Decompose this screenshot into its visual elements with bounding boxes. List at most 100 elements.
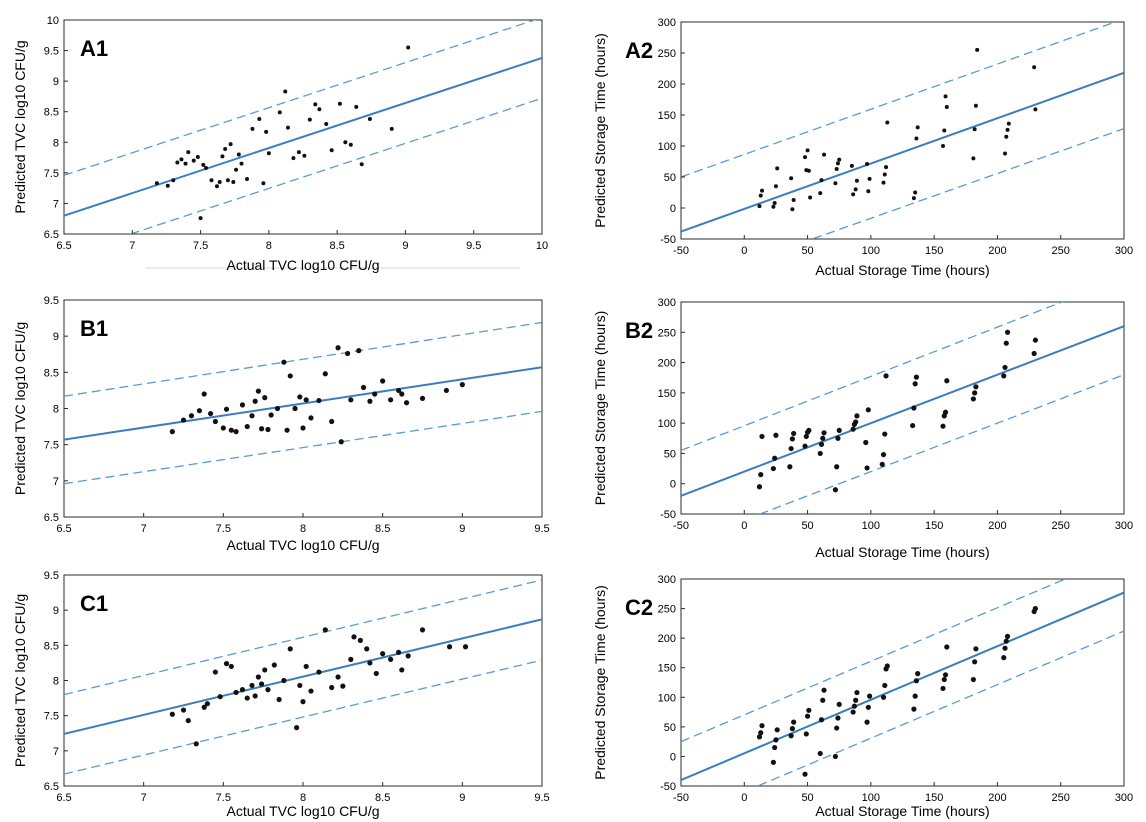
x-tick-label: -50 <box>673 245 689 257</box>
data-point <box>818 717 825 723</box>
x-tick-label: 9.5 <box>534 523 549 535</box>
data-point <box>179 157 184 162</box>
data-point <box>264 129 269 134</box>
data-point <box>806 427 812 434</box>
upper-prediction-bound <box>681 579 1067 743</box>
data-point <box>233 429 239 435</box>
x-tick-label: 0 <box>741 245 747 257</box>
data-point <box>803 155 808 160</box>
data-point <box>220 425 226 431</box>
y-tick-label: 9 <box>53 76 59 88</box>
data-point <box>198 216 203 221</box>
chart-panel-c2: -50 0 50 100 150 200 250 300 -50 0 50 100 150 200 250 3… <box>592 574 1133 819</box>
data-point <box>380 651 386 657</box>
data-point <box>1004 134 1009 139</box>
data-point <box>324 121 329 126</box>
data-point <box>287 373 293 379</box>
chart-panel-b2: -50 0 50 100 150 200 250 300 -50 0 50 100 150 200 250 3… <box>592 297 1133 560</box>
x-axis-title: Actual Storage Time (hours) <box>815 544 989 560</box>
x-axis-title: Actual TVC log10 CFU/g <box>226 803 379 819</box>
data-point <box>1032 337 1038 343</box>
data-point <box>175 160 180 165</box>
data-point <box>885 120 890 125</box>
x-tick-label: 200 <box>988 520 1006 532</box>
plot-frame <box>680 301 1125 515</box>
data-point <box>834 725 840 731</box>
panel-label: B1 <box>80 316 108 341</box>
x-tick-label: 10 <box>536 240 548 252</box>
data-point <box>912 693 918 699</box>
data-point <box>972 127 977 132</box>
data-point <box>804 713 811 719</box>
x-axis-title: Actual Storage Time (hours) <box>815 262 989 278</box>
data-point <box>836 427 842 434</box>
data-point <box>1006 121 1011 126</box>
data-point <box>832 753 839 760</box>
y-tick-label: 8.5 <box>44 107 59 119</box>
plot-area <box>64 579 542 775</box>
upper-prediction-bound <box>64 321 542 397</box>
x-tick-label: 8 <box>266 240 272 252</box>
data-point <box>201 391 207 397</box>
upper-prediction-bound <box>64 20 537 176</box>
data-point <box>805 148 810 153</box>
y-tick-label: -50 <box>660 509 676 521</box>
data-point <box>773 184 778 189</box>
data-point <box>1005 127 1010 132</box>
y-tick-label: 200 <box>658 358 676 370</box>
data-point <box>911 706 917 712</box>
data-point <box>245 176 250 181</box>
data-point <box>287 646 293 652</box>
data-point <box>973 384 979 390</box>
data-point <box>944 644 950 650</box>
data-point <box>252 693 258 699</box>
data-point <box>944 104 949 109</box>
data-point <box>789 436 795 442</box>
data-point <box>396 649 402 655</box>
data-point <box>758 193 763 198</box>
data-point <box>884 165 889 170</box>
y-tick-label: -50 <box>660 781 676 793</box>
x-tick-label: 9.5 <box>466 240 481 252</box>
x-tick-label: 50 <box>801 245 813 257</box>
data-point <box>882 682 888 689</box>
data-point <box>283 89 288 94</box>
data-point <box>357 637 363 644</box>
data-point <box>864 465 870 471</box>
x-tick-label: 6.5 <box>56 523 71 535</box>
data-point <box>975 47 980 52</box>
x-tick-label: 300 <box>1115 792 1133 804</box>
data-point <box>214 184 219 189</box>
data-point <box>1003 638 1009 644</box>
data-point <box>303 663 309 670</box>
data-point <box>820 697 826 703</box>
data-point <box>388 656 394 663</box>
data-point <box>271 662 277 668</box>
plot-frame <box>63 574 543 787</box>
data-point <box>403 400 410 406</box>
data-point <box>942 672 949 678</box>
data-point <box>360 384 367 391</box>
data-point <box>1002 364 1008 371</box>
data-point <box>773 432 779 438</box>
y-tick-label: 300 <box>658 17 676 29</box>
data-point <box>791 719 797 725</box>
y-tick-label: 7.5 <box>44 440 59 452</box>
data-point <box>803 433 809 440</box>
regression-fit-line <box>681 325 1124 497</box>
data-point <box>791 430 797 437</box>
y-tick-label: 8 <box>53 137 59 149</box>
regression-fit-line <box>681 71 1124 233</box>
data-point <box>274 405 281 412</box>
data-point <box>373 670 379 677</box>
x-tick-label: 50 <box>801 520 813 532</box>
data-point <box>329 418 335 425</box>
regression-fit-line <box>64 366 542 441</box>
data-point <box>268 412 274 418</box>
data-point <box>820 435 826 441</box>
data-point <box>165 183 170 188</box>
y-tick-label: 8 <box>53 676 59 688</box>
chart-panel-a2: -50 0 50 100 150 200 250 300 -50 0 50 100 150 200 250 3… <box>592 17 1133 278</box>
data-point <box>302 153 307 158</box>
y-axis-title: Predicted Storage Time (hours) <box>592 585 608 780</box>
